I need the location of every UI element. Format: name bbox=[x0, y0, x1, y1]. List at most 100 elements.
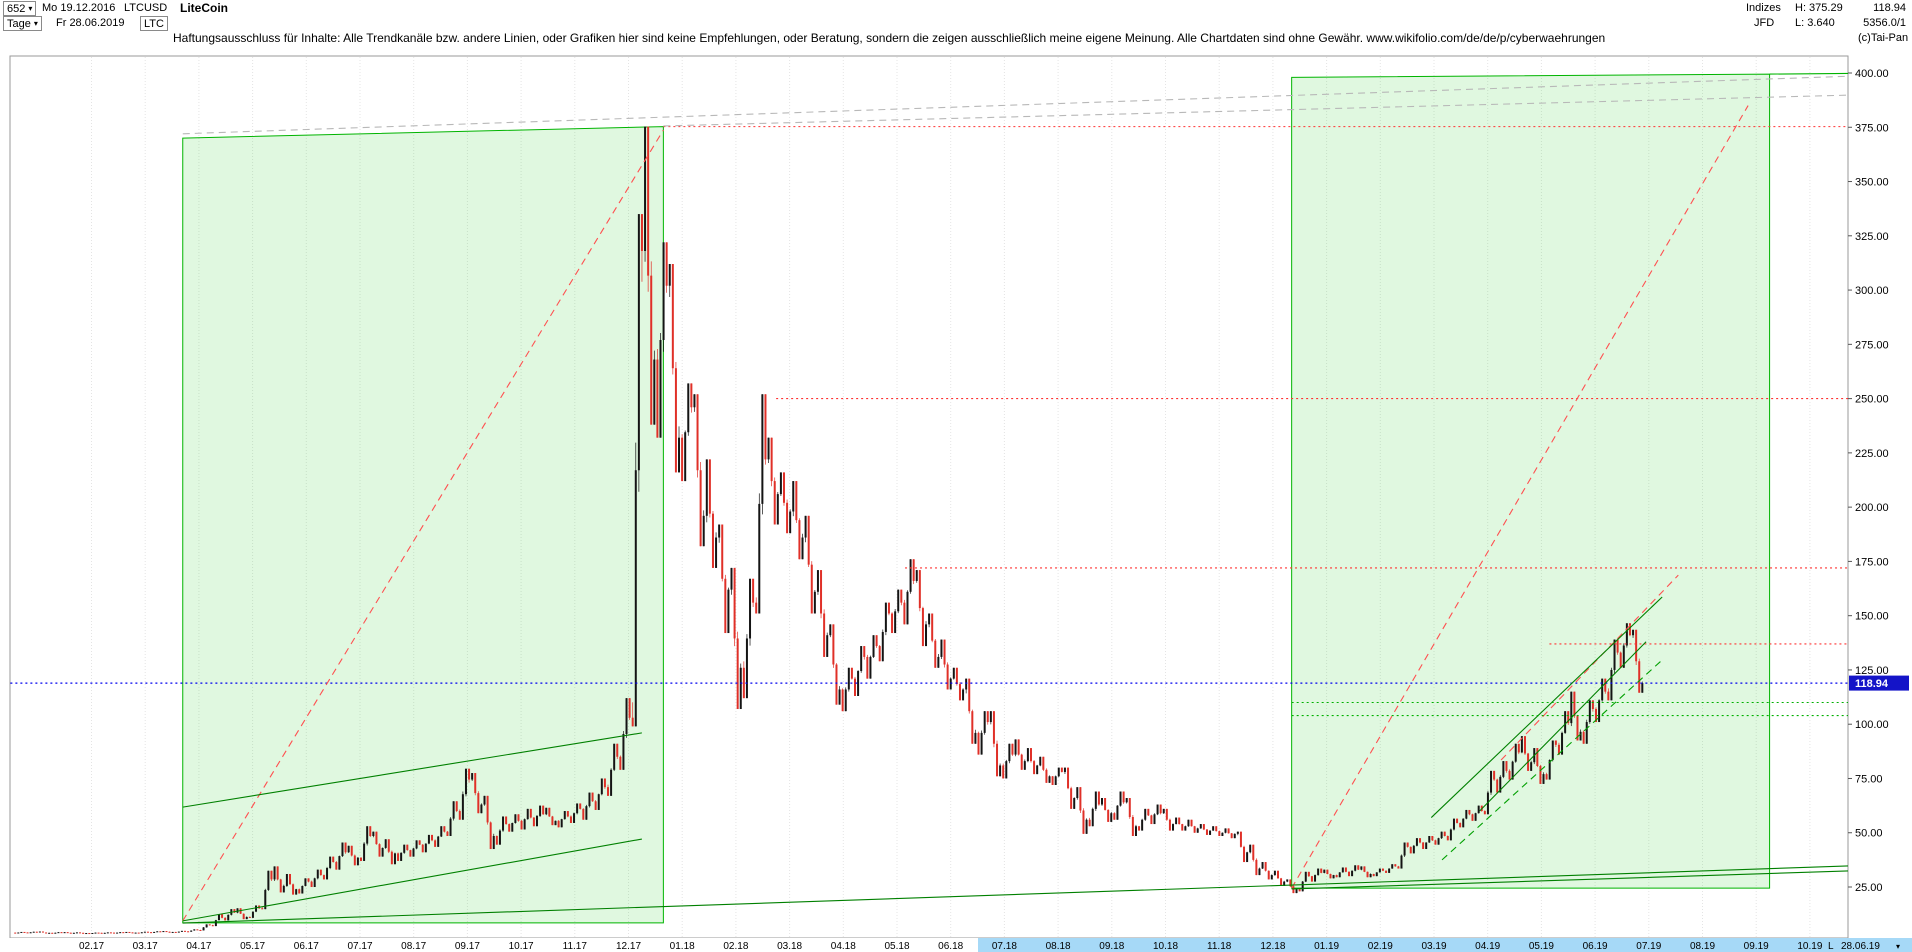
candle-body bbox=[792, 481, 795, 512]
candle-body bbox=[727, 589, 730, 634]
candle-body bbox=[1298, 889, 1301, 892]
candle-body bbox=[894, 611, 897, 634]
candle-body bbox=[1591, 700, 1594, 710]
box-top-ext-line[interactable] bbox=[1769, 72, 1849, 75]
candle-body bbox=[773, 481, 776, 525]
candle-body bbox=[347, 845, 350, 853]
candle-body bbox=[464, 768, 467, 795]
candle-body bbox=[539, 805, 542, 816]
candle-body bbox=[202, 927, 205, 931]
candle-body bbox=[610, 769, 613, 796]
candle-body bbox=[1394, 864, 1397, 867]
header-row-3: Haftungsausschluss für Inhalte: Alle Tre… bbox=[0, 31, 1912, 47]
bar-count-selector[interactable]: 652 ▾ bbox=[3, 1, 37, 16]
candle-body bbox=[156, 931, 159, 933]
candle-body bbox=[1397, 866, 1400, 869]
candle-body bbox=[1551, 740, 1554, 761]
candle-body bbox=[807, 515, 810, 565]
candle-body bbox=[616, 743, 619, 757]
month-label: 04.18 bbox=[831, 941, 856, 952]
channel-line[interactable] bbox=[1479, 641, 1647, 812]
last-date: 28.06.19 bbox=[1841, 941, 1880, 952]
candle-body bbox=[72, 932, 75, 934]
candle-body bbox=[1400, 855, 1403, 869]
fan-line[interactable] bbox=[1500, 574, 1679, 761]
candle-body bbox=[989, 711, 992, 723]
candle-body bbox=[585, 806, 588, 820]
month-label: 01.19 bbox=[1314, 941, 1339, 952]
support-line[interactable] bbox=[182, 865, 1849, 924]
candle-body bbox=[397, 853, 400, 861]
ticker-box[interactable]: LTC bbox=[140, 16, 168, 31]
channel-line[interactable] bbox=[182, 838, 642, 922]
candle-body bbox=[1496, 779, 1499, 793]
candle-body bbox=[285, 873, 288, 886]
ticker-label: LTC bbox=[144, 17, 164, 30]
y-axis-label: 75.00 bbox=[1855, 773, 1883, 785]
projection-line[interactable] bbox=[663, 94, 1849, 127]
candle-body bbox=[1585, 722, 1588, 744]
candle-body bbox=[143, 931, 146, 933]
candle-body bbox=[891, 613, 894, 634]
candle-body bbox=[1063, 767, 1066, 772]
candle-body bbox=[1082, 810, 1085, 834]
candle-body bbox=[535, 815, 538, 827]
candle-body bbox=[949, 678, 952, 690]
disclaimer-text: Haftungsausschluss für Inhalte: Alle Tre… bbox=[173, 31, 1606, 45]
candle-body bbox=[1588, 700, 1591, 723]
candle-body bbox=[350, 845, 353, 856]
fan-line[interactable] bbox=[182, 129, 664, 922]
candle-body bbox=[557, 820, 560, 828]
candle-body bbox=[1304, 871, 1307, 882]
candle-body bbox=[900, 589, 903, 603]
candle-body bbox=[1070, 788, 1073, 809]
candle-body bbox=[816, 570, 819, 592]
month-label: 06.18 bbox=[938, 941, 963, 952]
candle-body bbox=[1326, 869, 1329, 874]
candle-body bbox=[897, 589, 900, 612]
plot-area[interactable] bbox=[9, 55, 1849, 939]
candle-body bbox=[412, 848, 415, 857]
candle-body bbox=[1391, 864, 1394, 869]
support-line[interactable] bbox=[1441, 659, 1663, 861]
candle-body bbox=[573, 813, 576, 823]
candle-body bbox=[353, 855, 356, 866]
candle-body bbox=[860, 646, 863, 672]
channel-line[interactable] bbox=[1430, 596, 1663, 818]
candle-body bbox=[912, 559, 915, 581]
trend-box[interactable] bbox=[182, 126, 664, 924]
candle-body bbox=[1317, 868, 1320, 876]
candle-body bbox=[1187, 819, 1190, 827]
candle-body bbox=[35, 931, 38, 933]
last-date-dropdown-icon[interactable]: ▾ bbox=[1896, 942, 1900, 951]
candle-body bbox=[1381, 868, 1384, 871]
fan-line[interactable] bbox=[1291, 105, 1749, 889]
trend-box[interactable] bbox=[1291, 73, 1771, 889]
channel-line[interactable] bbox=[182, 732, 642, 808]
candle-body bbox=[292, 884, 295, 895]
candle-body bbox=[1434, 840, 1437, 845]
candle-body bbox=[1085, 819, 1088, 834]
candle-body bbox=[393, 853, 396, 865]
candle-body bbox=[261, 908, 264, 910]
month-label: 02.17 bbox=[79, 941, 104, 952]
candle-body bbox=[631, 717, 634, 727]
candle-body bbox=[1131, 817, 1134, 837]
time-scrollbar[interactable] bbox=[978, 938, 1912, 952]
projection-line[interactable] bbox=[182, 75, 1849, 135]
candle-body bbox=[1295, 889, 1298, 894]
candle-body bbox=[1561, 732, 1564, 755]
candle-body bbox=[1267, 870, 1270, 880]
candle-body bbox=[1125, 798, 1128, 803]
candle-body bbox=[1412, 845, 1415, 854]
support-line[interactable] bbox=[1291, 870, 1849, 890]
candle-body bbox=[171, 931, 174, 933]
candle-body bbox=[1576, 716, 1579, 741]
candle-body bbox=[458, 811, 461, 820]
candle-body bbox=[699, 470, 702, 547]
candle-body bbox=[251, 911, 254, 918]
period-selector[interactable]: Tage ▾ bbox=[3, 16, 42, 31]
candle-body bbox=[628, 698, 631, 718]
